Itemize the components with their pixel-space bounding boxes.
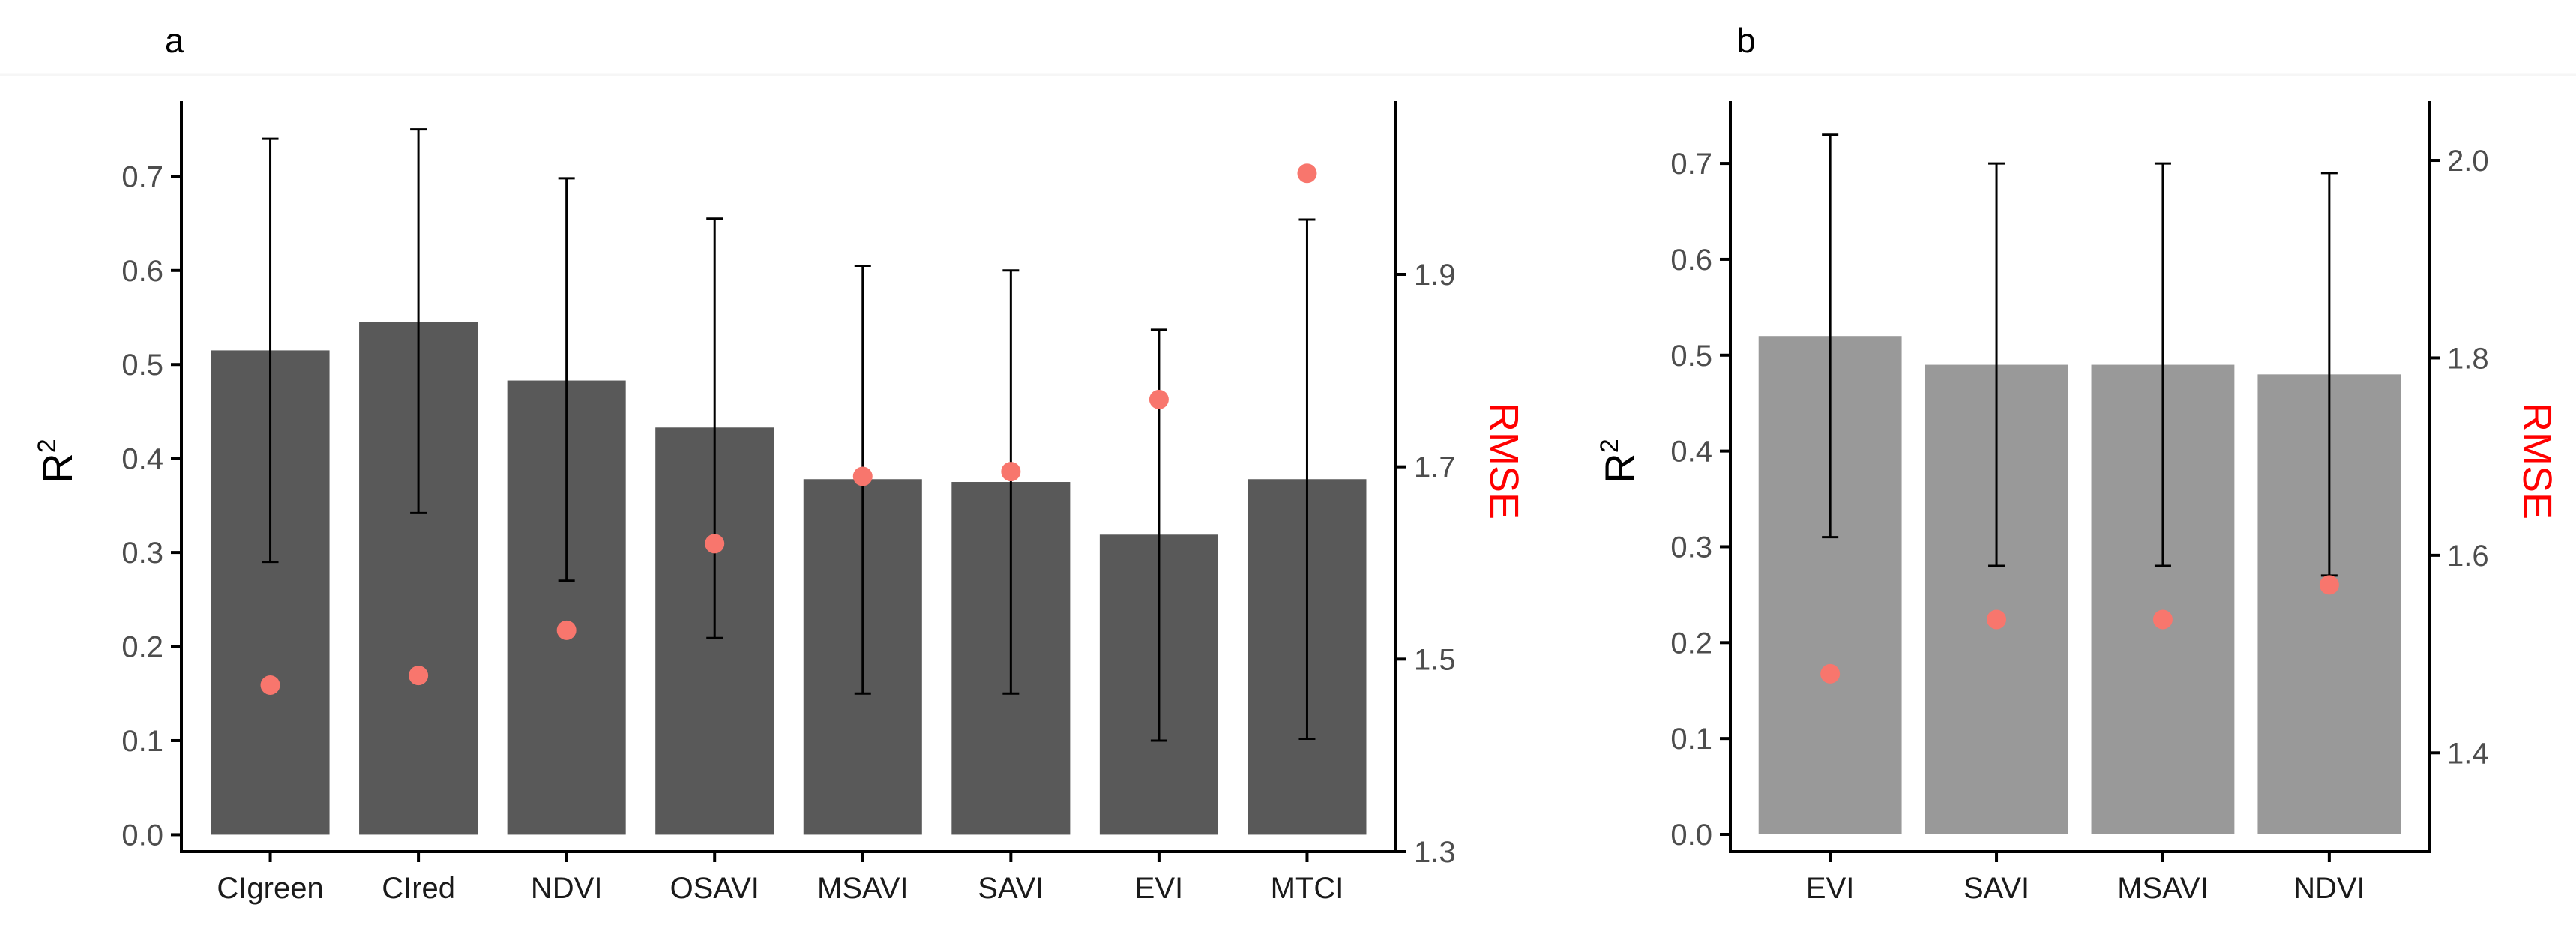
panel-b-error-bar-savi	[1988, 162, 2005, 567]
panel-b-rmse-point-ndvi	[2319, 575, 2339, 595]
panel-b-error-bar-evi	[1822, 133, 1839, 539]
panel-a-y-tick-label: 0.2	[121, 631, 163, 664]
panel-b-rmse-point-evi	[1820, 663, 1841, 684]
panel-b-x-tick-label: NDVI	[2293, 872, 2365, 905]
panel-a-rmse-point-osavi	[705, 534, 725, 554]
panel-a-x-tick-label: OSAVI	[670, 872, 759, 905]
panel-b-y-tick-label: 0.1	[1670, 723, 1712, 756]
panel-a-y2-ticks: 1.3 1.5 1.7 1.9	[1396, 259, 1456, 869]
panel-a-y-axis-title: R2	[33, 439, 81, 483]
panel-b: b 0.00.10.20.30.40.50.60.7 1.41.61.82.0 …	[1595, 21, 2560, 905]
panel-b-y-tick-label: 0.0	[1670, 819, 1712, 852]
panel-a-y2-tick-label: 1.9	[1414, 259, 1456, 292]
panel-a-rmse-points	[260, 163, 1317, 695]
panel-a-error-bar-savi	[1002, 269, 1020, 695]
panel-a: a 0.00.10.20.30.40.50.60.7 1.31.51.71.9 …	[33, 21, 1526, 905]
panel-b-error-bar-msavi	[2154, 162, 2171, 567]
panel-a-x-tick-label: NDVI	[531, 872, 603, 905]
panel-a-label: a	[165, 21, 184, 60]
panel-b-y-tick-label: 0.3	[1670, 531, 1712, 564]
panel-a-x-tick-label: SAVI	[978, 872, 1044, 905]
panel-b-y-tick-label: 0.4	[1670, 436, 1712, 469]
panel-b-y2-tick-label: 2.0	[2447, 145, 2489, 178]
panel-a-y-tick-label: 0.4	[121, 443, 163, 476]
panel-b-x-tick-label: SAVI	[1963, 872, 2029, 905]
panel-b-y-axis-title: R2	[1595, 439, 1643, 483]
panel-b-rmse-point-msavi	[2152, 609, 2173, 630]
panel-b-x-ticks: EVI SAVI MSAVI NDVI	[1806, 852, 2365, 905]
panel-a-rmse-point-savi	[1001, 462, 1021, 482]
panel-a-x-tick-label: CIred	[382, 872, 455, 905]
panel-a-rmse-point-ndvi	[556, 620, 577, 640]
panel-b-y-axis-title-text: R	[1596, 453, 1643, 483]
panel-a-y2-tick-label: 1.5	[1414, 643, 1456, 676]
panel-a-rmse-point-cigreen	[260, 675, 280, 695]
panel-a-error-bar-cired	[410, 128, 427, 514]
panel-a-y-tick-label: 0.0	[121, 819, 163, 852]
panel-a-x-tick-label: MTCI	[1271, 872, 1344, 905]
panel-a-x-tick-label: EVI	[1135, 872, 1183, 905]
panel-a-rmse-point-cired	[409, 666, 429, 686]
panel-a-error-bar-ndvi	[558, 177, 575, 582]
panel-a-x-tick-label: MSAVI	[817, 872, 909, 905]
panel-a-rmse-point-msavi	[852, 466, 873, 486]
panel-b-y2-tick-label: 1.6	[2447, 540, 2489, 573]
panel-a-error-bar-mtci	[1298, 218, 1316, 740]
panel-a-y-ticks: 0.0 0.1 0.2 0.3 0.4 0.5 0.6 0.7	[121, 160, 181, 852]
panel-a-error-bar-cigreen	[262, 137, 279, 564]
panel-a-error-bar-osavi	[706, 217, 723, 639]
panel-b-rmse-point-savi	[1987, 609, 2007, 630]
panel-b-y-tick-label: 0.6	[1670, 244, 1712, 277]
panel-a-y-tick-label: 0.1	[121, 725, 163, 758]
panel-b-y-ticks: 0.0 0.1 0.2 0.3 0.4 0.5 0.6 0.7	[1670, 148, 1730, 852]
panel-a-error-bars	[262, 128, 1316, 742]
panel-a-y2-axis-title: RMSE	[1481, 403, 1526, 519]
panel-b-y-tick-label: 0.5	[1670, 340, 1712, 373]
panel-b-error-bars	[1822, 133, 2338, 577]
panel-b-rmse-points	[1820, 575, 2339, 684]
panel-a-y-tick-label: 0.6	[121, 255, 163, 288]
panel-a-x-ticks: CIgreen CIred NDVI OSAVI MSAVI SAVI EVI MTCI	[217, 852, 1343, 905]
panel-b-y2-tick-label: 1.4	[2447, 737, 2489, 770]
panel-a-y2-tick-label: 1.3	[1414, 836, 1456, 869]
panel-b-x-tick-label: MSAVI	[2117, 872, 2209, 905]
panel-b-x-tick-label: EVI	[1806, 872, 1854, 905]
panel-b-y-axis-title-sup: 2	[1595, 439, 1624, 453]
panel-a-y-tick-label: 0.7	[121, 160, 163, 193]
panel-b-y2-axis-title: RMSE	[2515, 403, 2560, 519]
panel-a-y-axis-title-text: R	[34, 453, 81, 483]
panel-a-y2-tick-label: 1.7	[1414, 451, 1456, 484]
panel-b-y2-tick-label: 1.8	[2447, 342, 2489, 375]
panel-a-y-axis-title-sup: 2	[33, 439, 61, 453]
panel-b-y-tick-label: 0.2	[1670, 627, 1712, 660]
panel-a-rmse-point-evi	[1149, 389, 1169, 409]
panel-b-y2-ticks: 1.4 1.6 1.8 2.0	[2429, 145, 2489, 770]
panel-b-label: b	[1736, 21, 1756, 60]
panel-a-x-tick-label: CIgreen	[217, 872, 323, 905]
panel-b-y-tick-label: 0.7	[1670, 148, 1712, 181]
panel-a-y-tick-label: 0.3	[121, 537, 163, 570]
panel-a-rmse-point-mtci	[1297, 163, 1317, 184]
panel-a-y-tick-label: 0.5	[121, 349, 163, 382]
